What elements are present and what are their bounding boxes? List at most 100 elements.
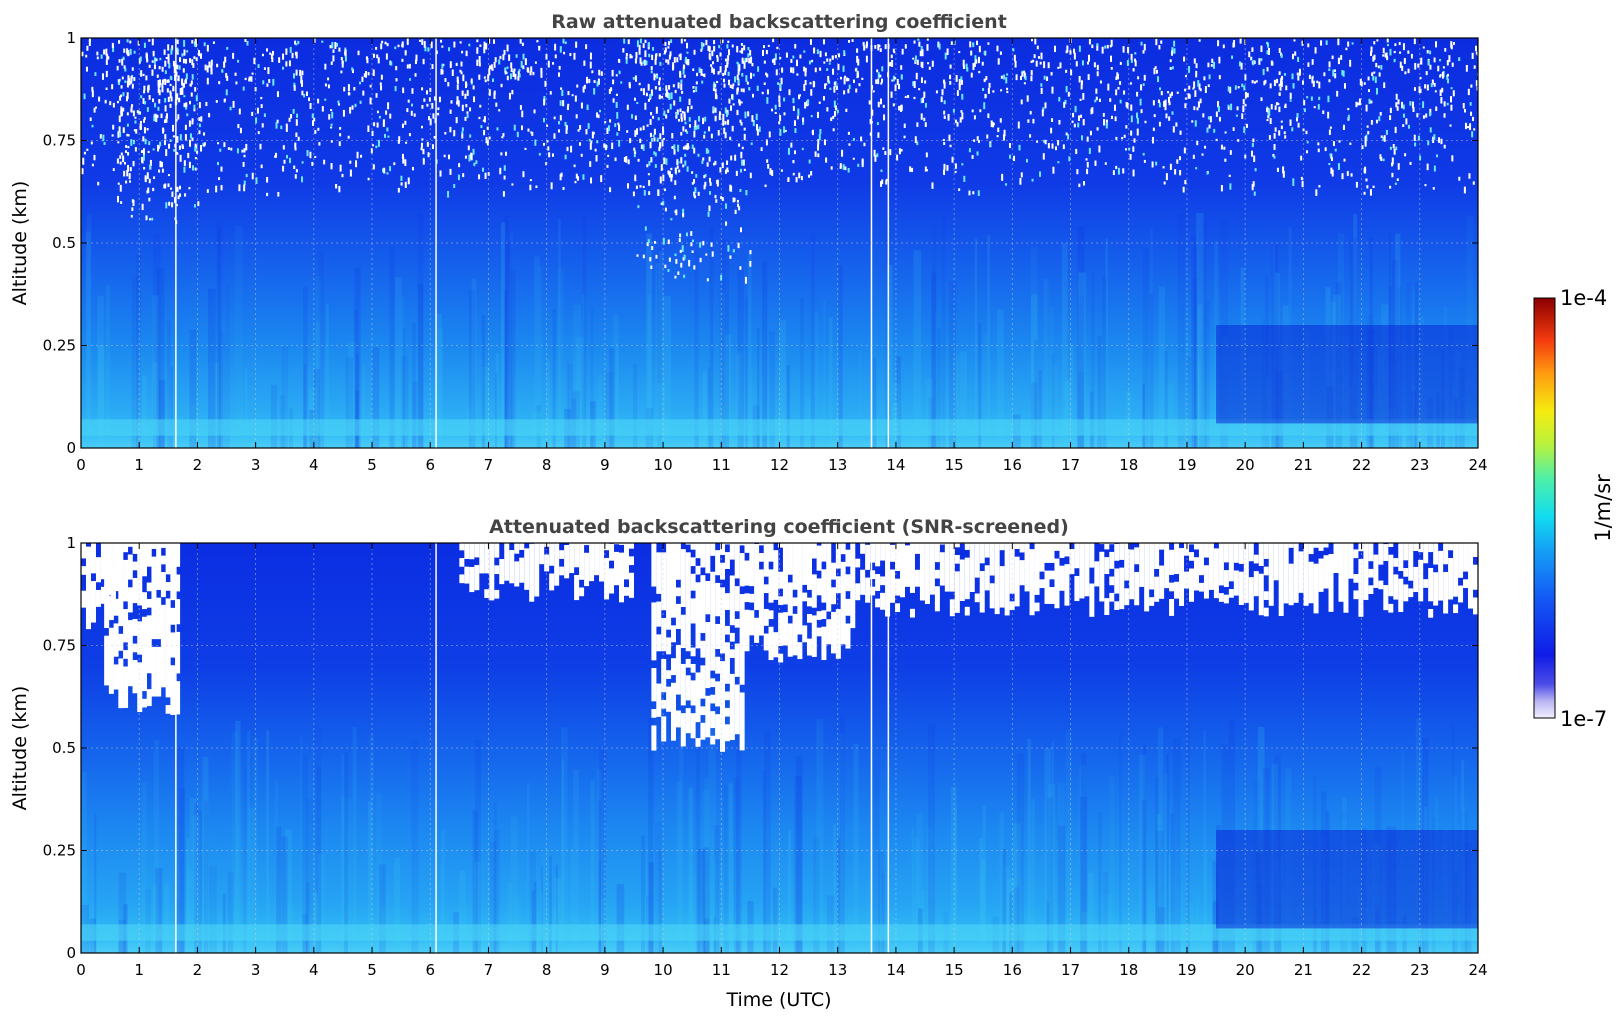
noise-pixel xyxy=(697,153,700,157)
noise-pixel xyxy=(429,118,432,126)
noise-pixel xyxy=(1220,185,1223,192)
noise-pixel xyxy=(703,134,706,139)
noise-pixel xyxy=(686,42,689,49)
noise-pixel xyxy=(1117,86,1120,90)
masked-cell xyxy=(1248,552,1254,562)
noise-pixel xyxy=(203,132,206,136)
masked-cell xyxy=(1019,560,1025,569)
masked-cell xyxy=(826,561,832,571)
noise-pixel xyxy=(433,96,436,101)
noise-pixel xyxy=(1122,168,1125,174)
masked-cell xyxy=(670,559,676,569)
noise-pixel xyxy=(200,116,203,122)
masked-cell xyxy=(773,550,779,559)
noise-pixel xyxy=(724,169,727,174)
masked-cell xyxy=(623,570,629,580)
masked-cell xyxy=(787,582,793,592)
masked-cell xyxy=(160,543,166,548)
noise-pixel xyxy=(1140,109,1143,114)
noise-pixel xyxy=(1173,48,1176,54)
noise-pixel xyxy=(1447,78,1450,84)
masked-cell xyxy=(113,639,119,649)
noise-pixel xyxy=(810,115,813,118)
noise-pixel xyxy=(851,39,854,42)
masked-cell xyxy=(919,543,925,552)
noise-pixel xyxy=(724,58,727,62)
noise-pixel xyxy=(1393,58,1396,63)
masked-cell xyxy=(1278,582,1284,592)
masked-cell xyxy=(850,611,856,620)
masked-cell xyxy=(1089,550,1095,560)
masked-cell xyxy=(749,618,755,628)
masked-cell xyxy=(802,559,808,569)
noise-pixel xyxy=(169,103,172,108)
masked-cell xyxy=(623,587,629,596)
masked-cell xyxy=(1074,543,1080,544)
masked-cell xyxy=(1134,580,1140,589)
noise-pixel xyxy=(93,154,96,161)
noise-pixel xyxy=(1337,57,1340,65)
masked-cell xyxy=(1119,592,1125,601)
masked-cell xyxy=(1079,556,1085,566)
masked-cell xyxy=(108,676,114,686)
noise-pixel xyxy=(1078,75,1081,83)
masked-cell xyxy=(724,625,730,635)
noise-pixel xyxy=(158,84,161,88)
masked-cell xyxy=(1049,595,1055,604)
noise-pixel xyxy=(1198,39,1201,42)
noise-pixel xyxy=(954,170,957,173)
masked-cell xyxy=(1203,548,1209,558)
texture-streak xyxy=(853,743,859,953)
noise-pixel xyxy=(244,38,247,42)
noise-pixel xyxy=(163,140,166,146)
noise-pixel xyxy=(559,173,562,181)
masked-cell xyxy=(1114,543,1120,553)
masked-cell xyxy=(949,558,955,568)
texture-streak xyxy=(1049,306,1054,448)
noise-pixel xyxy=(1117,167,1120,175)
noise-pixel xyxy=(179,154,182,162)
noise-pixel xyxy=(295,43,298,46)
noise-pixel xyxy=(188,120,191,127)
masked-cell xyxy=(156,543,162,549)
masked-cell xyxy=(802,625,808,635)
masked-cell xyxy=(651,561,657,571)
noise-pixel xyxy=(1429,108,1432,116)
noise-pixel xyxy=(1176,159,1179,164)
noise-pixel xyxy=(483,130,486,136)
noise-pixel xyxy=(839,163,842,168)
noise-pixel xyxy=(710,64,713,67)
noise-pixel xyxy=(783,97,786,102)
noise-pixel xyxy=(465,50,468,57)
noise-pixel xyxy=(524,59,527,66)
noise-pixel xyxy=(122,107,125,112)
masked-cell xyxy=(1049,546,1055,555)
noise-pixel xyxy=(617,58,620,63)
noise-pixel xyxy=(453,130,456,137)
noise-pixel xyxy=(301,90,304,96)
masked-cell xyxy=(1283,586,1289,596)
masked-cell xyxy=(589,556,595,565)
noise-pixel xyxy=(585,44,588,50)
masked-cell xyxy=(623,543,629,547)
noise-pixel xyxy=(695,81,698,85)
noise-pixel xyxy=(181,88,184,95)
texture-streak xyxy=(1142,248,1149,448)
noise-pixel xyxy=(674,167,677,174)
texture-streak xyxy=(509,233,514,448)
noise-pixel xyxy=(703,73,706,78)
noise-pixel xyxy=(1331,55,1334,60)
noise-pixel xyxy=(1073,52,1076,60)
noise-pixel xyxy=(105,48,108,56)
masked-cell xyxy=(729,600,735,609)
masked-cell xyxy=(1159,590,1165,599)
noise-pixel xyxy=(486,126,489,130)
noise-pixel xyxy=(676,109,679,115)
masked-cell xyxy=(924,570,930,580)
noise-pixel xyxy=(168,143,171,149)
noise-pixel xyxy=(1396,178,1399,181)
masked-cell xyxy=(1089,599,1095,609)
texture-streak xyxy=(557,267,565,448)
noise-pixel xyxy=(1429,64,1432,70)
texture-streak xyxy=(913,837,920,953)
